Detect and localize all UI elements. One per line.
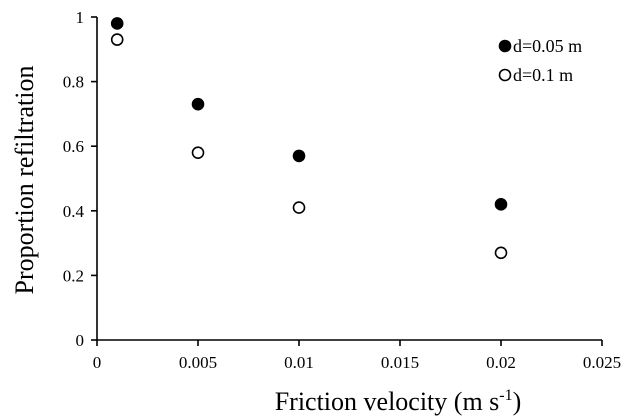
legend-label: d=0.05 m — [513, 36, 582, 56]
point-open — [292, 201, 306, 214]
legend: d=0.05 m d=0.1 m — [498, 36, 582, 85]
x-tick-label: 0.015 — [381, 353, 419, 372]
y-tick-label: 0.6 — [63, 137, 84, 156]
point-filled — [494, 198, 508, 211]
point-open — [191, 146, 205, 159]
point-filled — [292, 149, 306, 163]
x-tick-label: 0.01 — [284, 353, 314, 372]
y-tick-label: 0.4 — [63, 202, 85, 221]
x-tick-label: 0 — [93, 353, 102, 372]
x-axis-title: Friction velocity (m s-1) — [275, 387, 522, 416]
x-tick-label: 0.02 — [486, 353, 516, 372]
legend-marker-filled — [498, 39, 512, 53]
legend-marker-open — [498, 68, 512, 82]
x-axis-title-exponent: -1 — [499, 387, 512, 404]
x-tick-label: 0.005 — [179, 353, 217, 372]
data-points — [110, 17, 508, 260]
point-filled — [110, 17, 124, 30]
point-filled — [191, 97, 205, 111]
point-open — [110, 33, 124, 46]
y-tick-label: 0 — [76, 331, 85, 350]
y-tick-label: 0.8 — [63, 73, 84, 92]
point-open — [494, 246, 508, 260]
y-tick-label: 1 — [76, 8, 85, 27]
x-tick-label: 0.025 — [583, 353, 621, 372]
axes: 0 0.2 0.4 0.6 0.8 1 0 0.005 0.01 0.015 0.02 0.025 — [63, 8, 621, 372]
y-tick-label: 0.2 — [63, 266, 84, 285]
legend-label: d=0.1 m — [513, 65, 573, 85]
y-axis-title: Proportion refiltration — [10, 66, 39, 295]
